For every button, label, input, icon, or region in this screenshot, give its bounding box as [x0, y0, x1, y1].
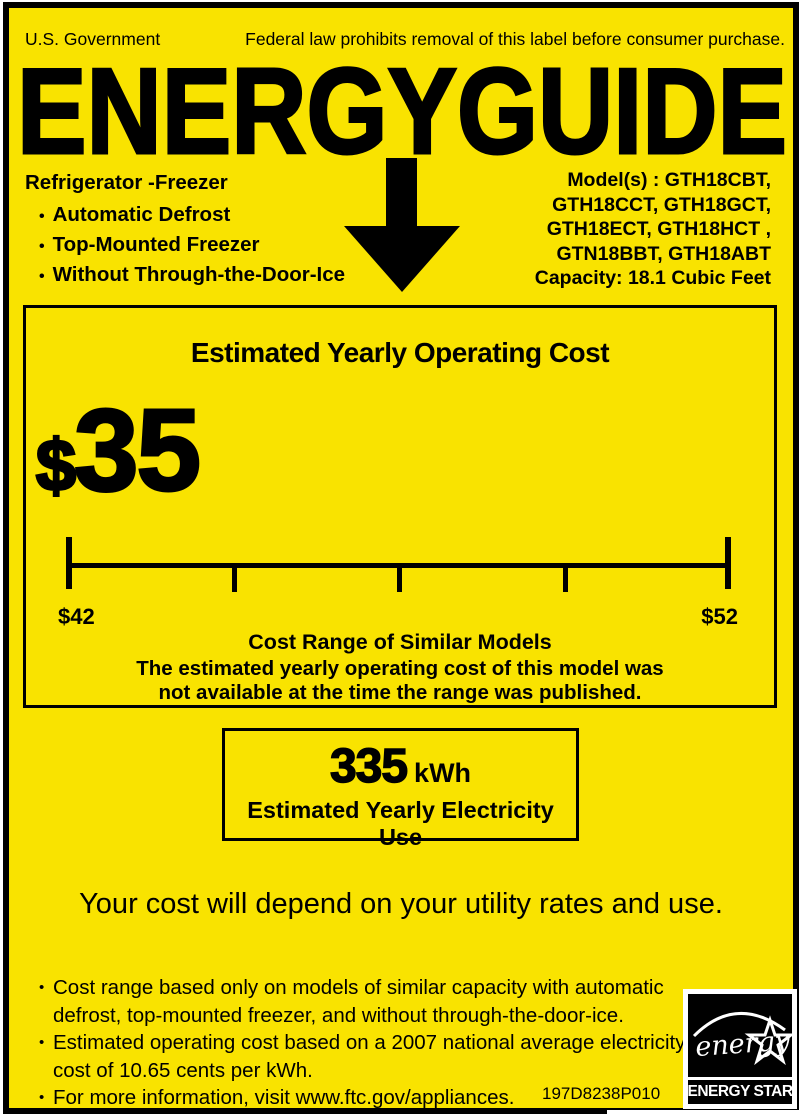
capacity-line: Capacity: 18.1 Cubic Feet	[534, 267, 771, 289]
model-line: GTH18CCT, GTH18GCT,	[552, 193, 771, 216]
scale-tick	[232, 565, 237, 592]
utility-rates-disclaimer: Your cost will depend on your utility ra…	[79, 888, 723, 920]
energy-star-label: ENERGY STAR	[687, 1080, 793, 1104]
bullet-icon: •	[39, 238, 45, 255]
us-government-text: U.S. Government	[25, 29, 161, 49]
energy-star-logo: energy ENERGY STAR	[683, 989, 797, 1109]
model-list: Model(s) : GTH18CBT, GTH18CCT, GTH18GCT,…	[535, 168, 771, 291]
feature-list: • Automatic Defrost • Top-Mounted Freeze…	[25, 201, 345, 291]
product-info: Refrigerator -Freezer • Automatic Defros…	[25, 171, 345, 291]
footnote-list: • Cost range based only on models of sim…	[39, 974, 687, 1112]
electricity-value: 335 kWh	[225, 739, 576, 794]
electricity-use-box: 335 kWh Estimated Yearly Electricity Use	[222, 728, 579, 850]
bullet-icon: •	[39, 979, 45, 996]
energyguide-logo: ENERGYGUIDE	[16, 60, 789, 160]
energy-star-mark: energy	[688, 994, 792, 1077]
electricity-caption: Estimated Yearly Electricity Use	[247, 797, 554, 850]
part-number: 197D8238P010	[542, 1084, 661, 1103]
footnote-text: Cost range based only on models of simil…	[53, 976, 664, 1027]
model-line: GTN18BBT, GTH18ABT	[556, 242, 771, 265]
list-item: • For more information, visit www.ftc.go…	[39, 1084, 687, 1112]
list-item: • Estimated operating cost based on a 20…	[39, 1029, 687, 1084]
feature-label: Automatic Defrost	[52, 203, 231, 226]
federal-law-notice: Federal law prohibits removal of this la…	[245, 29, 785, 49]
energy-guide-label: U.S. Government Federal law prohibits re…	[3, 2, 799, 1114]
list-item: • Top-Mounted Freezer	[39, 231, 345, 261]
cost-amount: 35	[73, 385, 203, 515]
bullet-icon: •	[39, 1089, 45, 1106]
list-item: • Cost range based only on models of sim…	[39, 974, 687, 1029]
scale-tick	[397, 565, 402, 592]
scale-max-label: $52	[701, 604, 738, 629]
kwh-amount: 335	[329, 739, 409, 794]
operating-cost-title: Estimated Yearly Operating Cost	[190, 337, 610, 368]
energyguide-logo-text: ENERGYGUIDE	[17, 60, 787, 160]
model-line: GTH18ECT, GTH18HCT ,	[546, 218, 771, 240]
scale-min-label: $42	[58, 604, 95, 629]
bullet-icon: •	[39, 1034, 45, 1051]
feature-label: Without Through-the-Door-Ice	[52, 263, 346, 286]
scale-note-line1: The estimated yearly operating cost of t…	[136, 657, 664, 680]
model-line: Model(s) : GTH18CBT,	[567, 169, 771, 191]
product-type: Refrigerator -Freezer	[25, 171, 228, 194]
down-arrow-icon	[386, 158, 417, 228]
operating-cost-value: $35	[34, 385, 203, 515]
operating-cost-box: Estimated Yearly Operating Cost $35 $42 …	[23, 305, 777, 708]
scale-caption: Cost Range of Similar Models	[248, 630, 552, 654]
scale-note-line2: not available at the time the range was …	[158, 681, 642, 704]
feature-label: Top-Mounted Freezer	[52, 233, 260, 256]
kwh-unit: kWh	[414, 758, 472, 788]
footnote-text: Estimated operating cost based on a 2007…	[53, 1031, 686, 1082]
down-arrow-icon	[344, 226, 460, 292]
currency-symbol: $	[34, 425, 77, 508]
scale-tick-min	[66, 537, 72, 589]
star-icon	[744, 1015, 792, 1066]
bullet-icon: •	[39, 208, 45, 225]
scale-tick	[563, 565, 568, 592]
footnote-text: For more information, visit www.ftc.gov/…	[53, 1086, 515, 1109]
label-bottom-white-strip	[607, 1110, 802, 1118]
list-item: • Automatic Defrost	[39, 201, 345, 231]
list-item: • Without Through-the-Door-Ice	[39, 261, 345, 291]
scale-tick-max	[725, 537, 731, 589]
bullet-icon: •	[39, 268, 45, 285]
